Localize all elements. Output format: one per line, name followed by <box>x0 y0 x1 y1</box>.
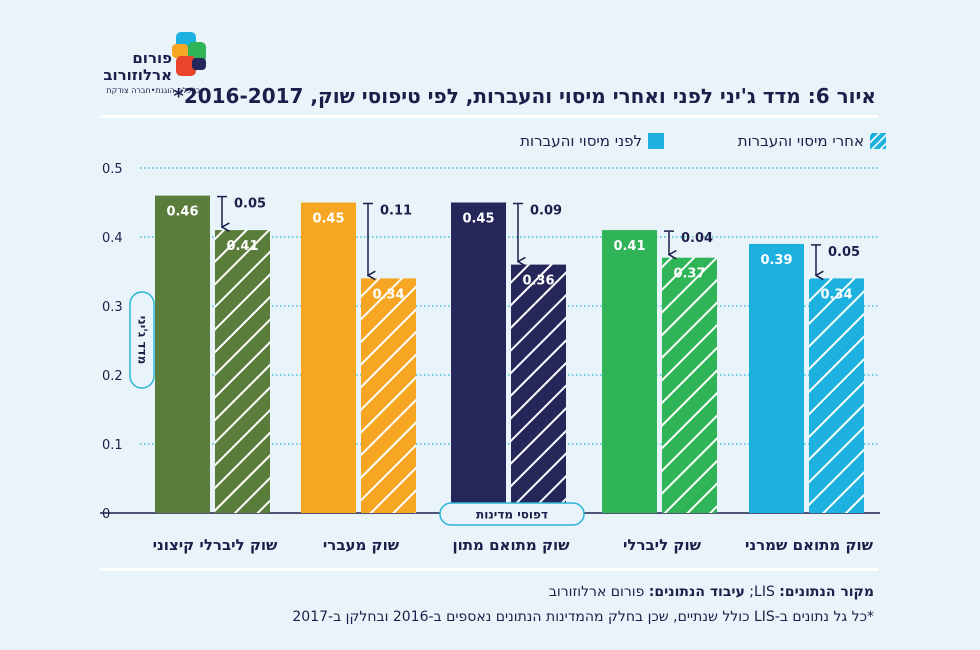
data-source: מקור הנתונים: LIS; עיבוד הנתונים: פורום … <box>549 584 874 600</box>
legend-label-before: לפני מיסוי והעברות <box>520 132 642 150</box>
bar-after <box>215 230 270 513</box>
footnote: *כל גל נתונים ב-LIS כולל שנתיים, שכן בחל… <box>292 609 874 625</box>
y-tick-label: 0.1 <box>102 438 123 453</box>
data-label-after: 0.34 <box>820 287 852 302</box>
difference-label: 0.05 <box>234 197 266 212</box>
logo-name-line2: ארלוזורוב <box>103 66 172 84</box>
x-axis-label-pill <box>439 502 585 526</box>
category-label: שוק ליברלי <box>623 536 702 554</box>
data-label-before: 0.46 <box>166 205 198 220</box>
difference-label: 0.04 <box>681 231 713 246</box>
legend-swatch-hatched <box>870 133 886 149</box>
bar-after <box>361 278 416 513</box>
bar-before <box>602 230 657 513</box>
chart-title: איור 6: מדד ג'יני לפני ואחרי מיסוי והעבר… <box>173 84 876 108</box>
y-tick-label: 0.2 <box>102 369 123 384</box>
data-label-before: 0.45 <box>312 212 344 227</box>
logo-tagline: כלכלה הוגנת•חברה צודקת <box>106 86 200 95</box>
logo-name-line1: פורום <box>132 49 172 67</box>
processing-label: עיבוד הנתונים: <box>648 584 745 600</box>
y-axis-label: מדד ג'יני <box>129 291 155 389</box>
category-label: שוק ליברלי קיצוני <box>153 536 278 554</box>
category-label: שוק מתואם מתון <box>452 536 570 554</box>
bar-after <box>511 264 566 513</box>
category-label: שוק מעברי <box>323 536 400 554</box>
data-label-after: 0.34 <box>372 287 404 302</box>
y-tick-label: 0.3 <box>102 300 123 315</box>
bar-before <box>155 195 210 513</box>
bar-before <box>301 202 356 513</box>
legend-label-after: אחרי מיסוי והעברות <box>737 132 864 150</box>
processing-value: פורום ארלוזורוב <box>548 584 645 600</box>
bar-before <box>749 243 804 513</box>
difference-label: 0.09 <box>530 204 562 219</box>
source-value: LIS; <box>749 584 775 600</box>
data-label-before: 0.41 <box>613 239 645 254</box>
y-tick-label: 0.4 <box>102 231 123 246</box>
title-divider <box>100 115 878 118</box>
category-label: שוק מתואם שמרני <box>745 536 874 554</box>
footer-divider <box>100 568 878 571</box>
bar-after <box>662 257 717 513</box>
y-axis-label-pill <box>129 291 155 389</box>
bar-after <box>809 278 864 513</box>
forum-logo-icon <box>172 32 206 76</box>
bar-before <box>451 202 506 513</box>
y-tick-label: 0 <box>102 507 110 522</box>
x-axis-label-text: דפוסי מדינות <box>476 508 548 522</box>
x-axis-label: דפוסי מדינות <box>439 502 585 526</box>
data-label-after: 0.41 <box>226 239 258 254</box>
data-label-before: 0.39 <box>760 253 792 268</box>
source-label: מקור הנתונים: <box>779 584 874 600</box>
data-label-after: 0.36 <box>522 274 554 289</box>
legend-swatch-solid <box>648 133 664 149</box>
y-axis-label-text: מדד ג'יני <box>136 316 150 365</box>
difference-label: 0.05 <box>828 245 860 260</box>
data-label-before: 0.45 <box>462 212 494 227</box>
legend-item-after: אחרי מיסוי והעברות <box>738 131 886 151</box>
y-tick-label: 0.5 <box>102 162 123 177</box>
logo-name: פורום ארלוזורוב <box>96 50 172 84</box>
legend-item-before: לפני מיסוי והעברות <box>520 131 664 151</box>
gini-bar-chart: 0 0.1 0.2 0.3 0.4 0.5 0.46 0.41 0.05 שוק ליברלי … <box>100 162 880 554</box>
data-label-after: 0.37 <box>673 267 705 282</box>
difference-label: 0.11 <box>380 204 412 219</box>
